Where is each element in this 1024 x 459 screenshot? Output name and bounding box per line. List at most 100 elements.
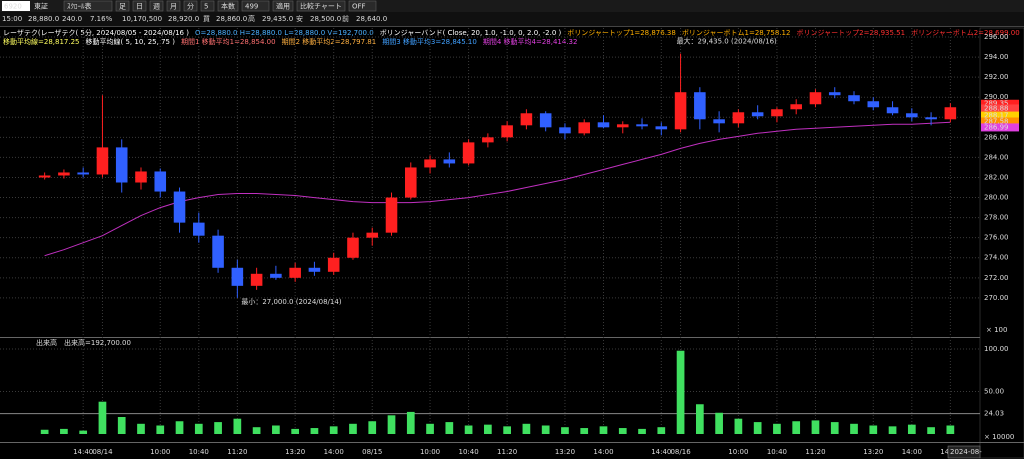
toolbar-button-label[interactable]: 週: [153, 2, 160, 11]
toolbar-button[interactable]: [348, 0, 377, 12]
volume-bar: [792, 421, 801, 434]
toolbar-button[interactable]: [241, 0, 270, 12]
candle-body: [424, 159, 436, 168]
volume-bar: [60, 428, 68, 434]
toolbar-button[interactable]: [217, 0, 239, 12]
toolbar-button[interactable]: [149, 0, 164, 12]
quote-field: 前: [342, 14, 349, 23]
pane-divider: [0, 337, 980, 338]
volume-bar: [541, 425, 550, 434]
volume-bar: [464, 425, 473, 434]
candle-body: [405, 167, 417, 198]
date-box: [947, 445, 981, 459]
candle-body: [674, 92, 687, 130]
toolbar-button-label[interactable]: ｽｸﾛｰﾙ表: [67, 2, 92, 11]
legend-item: ボリンジャーボトム2=28,699.00: [911, 29, 1020, 37]
toolbar-button[interactable]: [132, 0, 147, 12]
candle-body: [771, 109, 783, 117]
candle-body: [616, 124, 629, 128]
toolbar-button-label[interactable]: 足: [119, 3, 126, 11]
toolbar-button-label[interactable]: OFF: [352, 3, 366, 11]
market[interactable]: 東証: [34, 2, 48, 11]
volume-bar: [599, 426, 608, 434]
volume-bar: [676, 350, 685, 434]
volume-bar: [638, 428, 646, 434]
candle-body: [250, 273, 263, 286]
candle-body: [231, 267, 244, 286]
volume-bar: [773, 423, 781, 434]
x-tick-label: 08/16: [670, 448, 691, 456]
code-box: [2, 1, 30, 11]
legend-item: 移動平均線=28,817.25: [3, 37, 80, 46]
volume-bar: [522, 423, 531, 434]
x-axis-line: [0, 442, 1024, 443]
volume-bar: [445, 422, 454, 434]
x-tick-label: 14:00: [324, 448, 344, 456]
toolbar-button[interactable]: [272, 0, 294, 12]
volume-bar: [40, 429, 49, 434]
toolbar-button-label[interactable]: 分: [187, 2, 194, 11]
toolbar-button[interactable]: [200, 0, 215, 12]
quote-field: 7.16%: [90, 15, 113, 23]
price-tag: [981, 117, 1019, 126]
volume-bar: [850, 423, 858, 434]
y-tick-label: 284.00: [984, 153, 1009, 161]
volume-bar: [830, 422, 839, 434]
toolbar-button-label[interactable]: 本数: [221, 2, 235, 11]
candle-body: [115, 147, 128, 183]
legend: レーザテク(レーザテク( 5分, 2024/08/05 - 2024/08/16…: [3, 28, 1020, 37]
quote-field: 240.0: [62, 15, 82, 23]
volume-bar: [291, 428, 300, 434]
y-tick-label: 294.00: [984, 53, 1009, 61]
price-tag-label: 287.58: [984, 118, 1009, 126]
volume-bar: [561, 427, 569, 434]
y-tick-label: 280.00: [984, 194, 1009, 202]
x-tick-label: 10:00: [150, 448, 170, 456]
toolbar-button[interactable]: [63, 0, 113, 12]
candle-body: [366, 232, 379, 238]
price-tag-label: 288.88: [984, 104, 1009, 112]
candle-body: [539, 113, 552, 128]
toolbar-button[interactable]: [115, 0, 130, 12]
price-tag: [981, 104, 1019, 113]
toolbar-button-label[interactable]: 比較チャート: [300, 2, 342, 11]
price-axis: [979, 27, 1024, 459]
price-tag: [981, 99, 1019, 108]
toolbar-button-label[interactable]: 月: [170, 3, 177, 11]
candle-body: [559, 127, 571, 134]
candle-body: [713, 119, 725, 124]
volume-bar: [98, 401, 107, 434]
legend-item: レーザテク(レーザテク( 5分, 2024/08/05 - 2024/08/16…: [3, 28, 189, 37]
candle-body: [944, 107, 957, 120]
toolbar-button[interactable]: [183, 0, 198, 12]
volume-bar: [618, 428, 627, 434]
volume-bar: [272, 425, 280, 434]
toolbar-button[interactable]: [296, 0, 346, 12]
volume-bar: [888, 426, 897, 434]
candle-body: [96, 147, 109, 175]
candle-body: [482, 137, 494, 143]
volume-bar: [233, 418, 242, 434]
y-tick-label: 270.00: [984, 294, 1009, 302]
candle-body: [578, 122, 590, 134]
toolbar-button-label[interactable]: 適用: [276, 2, 290, 11]
toolbar-button-label[interactable]: 日: [136, 3, 143, 11]
candle-body: [790, 104, 802, 110]
toolbar-button-label[interactable]: 499: [245, 3, 258, 11]
y-tick-label: 290.00: [984, 93, 1009, 101]
candle-body: [501, 125, 513, 138]
toolbar-button[interactable]: [166, 0, 181, 12]
x-tick-label: 10:00: [728, 448, 748, 456]
y-tick-label: 274.00: [984, 254, 1009, 262]
volume-bar: [753, 422, 762, 434]
toolbar-button-label[interactable]: 5: [204, 3, 208, 11]
x-tick-label: 08/15: [362, 448, 382, 456]
candle-body: [906, 113, 918, 118]
volume-legend: 出来高=192,700.00: [64, 338, 131, 347]
candle-body: [270, 273, 282, 278]
v-tick-label: 50.00: [984, 388, 1004, 396]
y-tick-label: 296.00: [984, 33, 1009, 41]
candle-body: [212, 235, 224, 268]
legend-item: 移動平均線( 5, 10, 25, 75 ): [86, 37, 176, 46]
